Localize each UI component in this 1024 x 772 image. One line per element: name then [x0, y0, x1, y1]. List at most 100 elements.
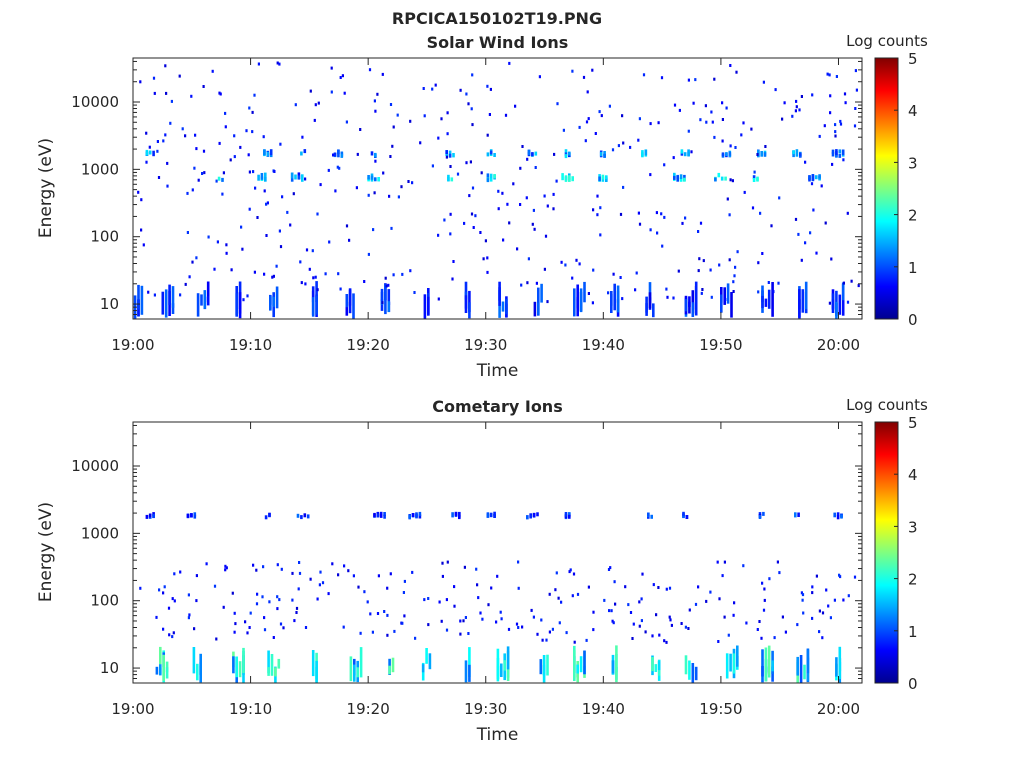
count-pixel: [246, 631, 249, 635]
count-pixel: [828, 73, 831, 77]
heatmap-cell: [300, 151, 303, 156]
heatmap-cell: [720, 176, 724, 181]
heatmap-cell: [808, 175, 811, 180]
heatmap-cell: [356, 667, 359, 678]
heatmap-cell: [493, 174, 496, 179]
count-pixel: [843, 92, 847, 96]
count-pixel: [658, 633, 661, 637]
count-pixel: [156, 140, 159, 143]
count-pixel: [818, 630, 821, 634]
count-pixel: [336, 165, 339, 169]
heatmap-cell: [831, 152, 835, 157]
count-pixel: [551, 627, 554, 631]
count-pixel: [222, 605, 225, 609]
count-pixel: [705, 120, 708, 124]
heatmap-cell: [264, 515, 268, 520]
heatmap-cell: [673, 172, 676, 178]
count-pixel: [543, 194, 546, 198]
count-pixel: [278, 598, 281, 602]
heatmap-cell: [468, 647, 471, 677]
count-pixel: [699, 221, 703, 225]
count-pixel: [225, 243, 228, 247]
colorbar-label: Log counts: [846, 396, 928, 414]
count-pixel: [756, 628, 759, 631]
count-pixel: [631, 637, 634, 640]
count-pixel: [187, 616, 190, 620]
colorbar-tick-label: 2: [908, 207, 918, 225]
count-pixel: [821, 636, 824, 640]
count-pixel: [476, 583, 479, 587]
count-pixel: [319, 183, 322, 187]
colorbar-tick-label: 0: [908, 675, 918, 693]
heatmap-cell: [193, 514, 197, 519]
count-pixel: [386, 586, 389, 590]
heatmap-cell: [345, 301, 349, 316]
count-pixel: [596, 194, 599, 198]
heatmap-cell: [762, 511, 765, 516]
count-pixel: [687, 627, 690, 630]
heatmap-cell: [168, 284, 171, 305]
heatmap-cell: [605, 175, 608, 180]
count-pixel: [684, 625, 687, 629]
count-pixel: [641, 572, 644, 576]
x-tick-label: 20:00: [817, 336, 860, 354]
count-pixel: [482, 257, 485, 261]
count-pixel: [331, 562, 334, 566]
count-pixel: [312, 276, 315, 280]
count-pixel: [619, 212, 623, 216]
heatmap-cell: [657, 661, 661, 671]
count-pixel: [139, 80, 142, 84]
count-pixel: [299, 260, 302, 264]
count-pixel: [657, 121, 660, 125]
count-pixel: [328, 240, 331, 244]
count-pixel: [801, 598, 804, 602]
x-tick-label: 19:40: [582, 336, 625, 354]
count-pixel: [535, 281, 538, 285]
heatmap-cell: [761, 666, 764, 677]
heatmap-cells: [133, 149, 845, 319]
heatmap-cell: [644, 149, 648, 156]
heatmap-cell: [162, 654, 165, 681]
heatmap-cell: [539, 659, 543, 675]
count-pixel: [677, 269, 680, 273]
count-pixel: [271, 275, 274, 279]
count-pixel: [770, 224, 773, 228]
count-pixel: [619, 276, 622, 279]
heatmap-cell: [804, 281, 808, 310]
count-pixel: [809, 231, 812, 235]
count-pixel: [525, 196, 528, 200]
count-pixel: [794, 109, 797, 113]
y-tick-label: 10: [100, 659, 119, 677]
count-pixel: [804, 241, 807, 245]
count-pixel: [401, 621, 404, 625]
heatmap-cell: [534, 151, 538, 156]
count-pixel: [295, 611, 298, 614]
count-pixel: [773, 636, 776, 640]
heatmap-cell: [367, 175, 370, 180]
count-pixel: [801, 593, 805, 597]
heatmap-cell: [680, 149, 684, 154]
count-pixel: [262, 565, 265, 569]
heatmap-cell: [145, 151, 149, 156]
count-pixel: [777, 281, 780, 285]
y-tick-label: 1000: [81, 524, 119, 542]
heatmap-cell: [379, 513, 383, 518]
count-pixel: [452, 260, 455, 263]
count-pixel: [847, 594, 850, 598]
count-pixel: [366, 600, 369, 604]
heatmap-cell: [506, 646, 510, 670]
count-pixel: [387, 283, 390, 287]
heatmap-cell: [418, 514, 422, 519]
count-pixel: [330, 66, 333, 70]
heatmap-cell: [373, 512, 376, 517]
heatmap-cell: [454, 511, 458, 516]
count-pixel: [162, 591, 165, 595]
count-pixel: [705, 599, 708, 603]
count-pixel: [193, 166, 196, 170]
count-pixel: [711, 120, 714, 124]
heatmap-cell: [603, 153, 606, 158]
heatmap-cell: [838, 646, 842, 672]
count-pixel: [293, 619, 296, 623]
count-pixel: [257, 62, 260, 66]
count-pixel: [202, 85, 205, 88]
